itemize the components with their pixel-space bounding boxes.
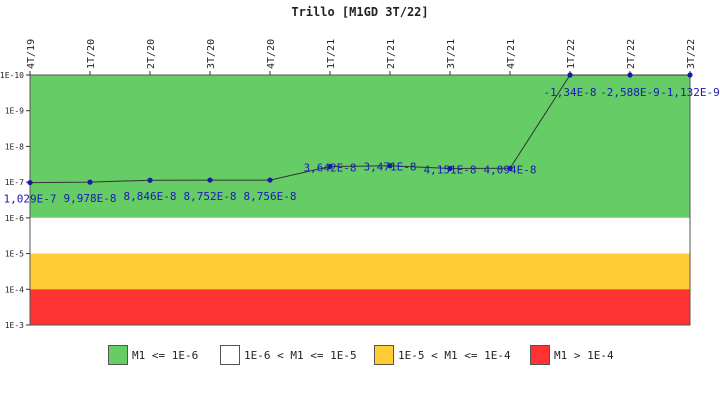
x-tick-label: 4T/21 <box>506 39 517 69</box>
x-axis: 4T/19 1T/20 2T/20 3T/20 4T/20 1T/21 2T/21 3T/21… <box>26 39 697 75</box>
band-3 <box>30 289 690 325</box>
x-tick-label: 3T/22 <box>686 39 697 69</box>
x-tick-label: 2T/21 <box>386 39 397 69</box>
data-point <box>567 72 573 78</box>
x-tick-label: 2T/20 <box>146 39 157 69</box>
legend-label: 1E-6 < M1 <= 1E-5 <box>244 348 357 362</box>
chart-title: Trillo [M1GD 3T/22] <box>291 5 428 19</box>
legend-item-high: 1E-5 < M1 <= 1E-4 <box>374 344 511 366</box>
legend-swatch-medium <box>220 345 240 365</box>
data-label: 8,752E-8 <box>184 190 237 203</box>
data-label: 4,094E-8 <box>484 163 537 176</box>
y-axis: 1E-10 1E-9 1E-8 1E-7 1E-6 1E-5 1E-4 1E-3 <box>0 71 30 330</box>
band-2 <box>30 253 690 290</box>
data-point <box>87 179 93 185</box>
plot-area <box>29 74 691 326</box>
x-tick-label: 4T/20 <box>266 39 277 69</box>
data-point <box>27 179 33 186</box>
legend-swatch-very-high <box>530 345 550 365</box>
data-label: -2,588E-9 <box>600 86 660 99</box>
legend-label: 1E-5 < M1 <= 1E-4 <box>398 348 511 362</box>
data-label: 4,151E-8 <box>424 164 477 177</box>
band-0 <box>30 75 690 218</box>
legend-swatch-low <box>108 345 128 365</box>
y-tick-label: 1E-9 <box>5 107 24 116</box>
x-tick-label: 2T/22 <box>626 39 637 69</box>
y-tick-label: 1E-6 <box>5 214 24 223</box>
y-tick-label: 1E-5 <box>5 250 24 259</box>
plot-frame <box>29 74 691 326</box>
series-line <box>29 74 690 184</box>
band-1 <box>30 217 690 254</box>
legend-label: M1 <= 1E-6 <box>132 348 199 362</box>
legend-swatch-high <box>374 345 394 365</box>
data-label: -1,132E-9 <box>660 86 720 99</box>
data-label: 9,978E-8 <box>64 192 117 205</box>
x-tick-label: 1T/20 <box>86 39 97 69</box>
data-point <box>387 163 393 169</box>
y-tick-label: 1E-10 <box>0 71 24 80</box>
data-point <box>147 177 153 183</box>
x-tick-label: 1T/21 <box>326 39 337 69</box>
data-point <box>507 165 513 171</box>
x-tick-label: 3T/20 <box>206 39 217 69</box>
legend-item-medium: 1E-6 < M1 <= 1E-5 <box>220 344 357 366</box>
legend: M1 <= 1E-6 1E-6 < M1 <= 1E-5 1E-5 < M1 <… <box>0 344 720 368</box>
legend-label: M1 > 1E-4 <box>554 348 614 362</box>
threshold-bands <box>30 75 690 325</box>
legend-item-low: M1 <= 1E-6 <box>108 344 198 366</box>
series <box>27 72 693 186</box>
data-point <box>447 165 453 172</box>
y-tick-label: 1E-8 <box>5 142 24 151</box>
data-label: 8,846E-8 <box>124 190 177 203</box>
y-tick-label: 1E-3 <box>5 321 24 330</box>
data-point <box>627 72 633 78</box>
data-label: 3,471E-8 <box>364 161 417 174</box>
data-labels: 1,029E-7 9,978E-8 8,846E-8 8,752E-8 8,756E-8… <box>4 86 720 206</box>
x-tick-label: 3T/21 <box>446 39 457 69</box>
data-point <box>327 163 333 170</box>
legend-item-very-high: M1 > 1E-4 <box>530 344 614 366</box>
data-label: -1,34E-8 <box>544 86 597 99</box>
x-tick-label: 1T/22 <box>566 39 577 69</box>
data-point <box>207 177 213 183</box>
x-tick-label: 4T/19 <box>26 39 37 69</box>
data-label: 8,756E-8 <box>244 190 297 203</box>
data-point <box>687 72 693 78</box>
y-tick-label: 1E-4 <box>5 285 24 294</box>
data-label: 3,642E-8 <box>304 161 357 174</box>
data-point <box>267 177 273 183</box>
data-label: 1,029E-7 <box>4 193 57 206</box>
y-tick-label: 1E-7 <box>5 178 24 187</box>
